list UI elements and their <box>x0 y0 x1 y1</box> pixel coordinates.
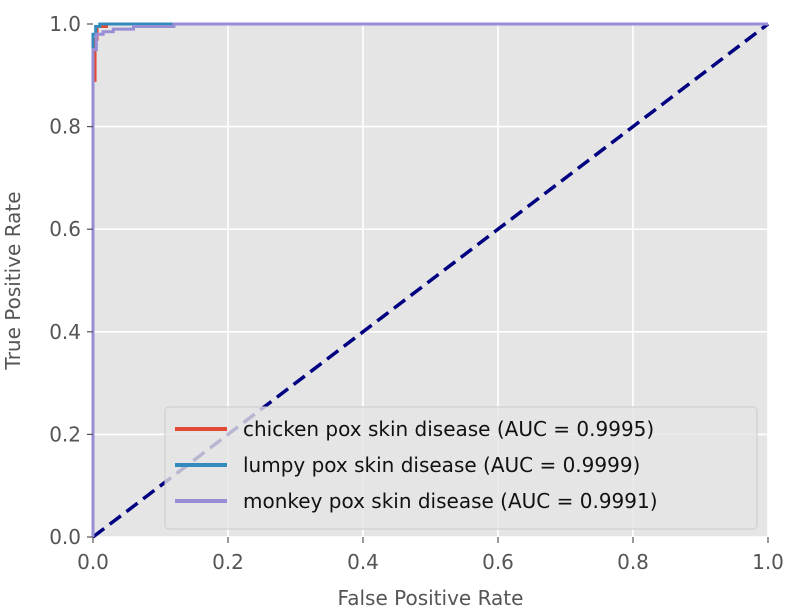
legend-box <box>164 406 758 530</box>
roc-series-line-2 <box>91 22 768 537</box>
x-tick-label: 0.2 <box>212 550 244 574</box>
x-tick-label: 0.4 <box>347 550 379 574</box>
y-tick-label: 0.4 <box>49 320 81 344</box>
y-tick-label: 1.0 <box>49 12 81 36</box>
y-tick-label: 0.0 <box>49 525 81 549</box>
roc-series-line-1 <box>91 22 768 537</box>
x-tick-label: 0.6 <box>482 550 514 574</box>
y-axis-label: True Positive Rate <box>1 191 25 370</box>
x-tick-labels: 0.0 0.2 0.4 0.6 0.8 1.0 <box>77 537 784 574</box>
x-tick-label: 0.0 <box>77 550 109 574</box>
legend: chicken pox skin disease (AUC = 0.9995) l… <box>164 406 758 530</box>
y-tick-labels: 0.0 0.2 0.4 0.6 0.8 1.0 <box>49 12 93 549</box>
x-axis-label: False Positive Rate <box>338 586 524 609</box>
series-layer <box>91 22 768 537</box>
x-tick-label: 0.8 <box>617 550 649 574</box>
legend-label-2: monkey pox skin disease (AUC = 0.9991) <box>243 489 658 513</box>
legend-label-0: chicken pox skin disease (AUC = 0.9995) <box>243 417 654 441</box>
y-tick-label: 0.8 <box>49 115 81 139</box>
reference-line-layer <box>91 22 770 539</box>
x-tick-label: 1.0 <box>752 550 784 574</box>
y-tick-label: 0.2 <box>49 422 81 446</box>
reference-diagonal-line <box>91 22 770 539</box>
legend-label-1: lumpy pox skin disease (AUC = 0.9999) <box>243 453 640 477</box>
y-tick-label: 0.6 <box>49 217 81 241</box>
